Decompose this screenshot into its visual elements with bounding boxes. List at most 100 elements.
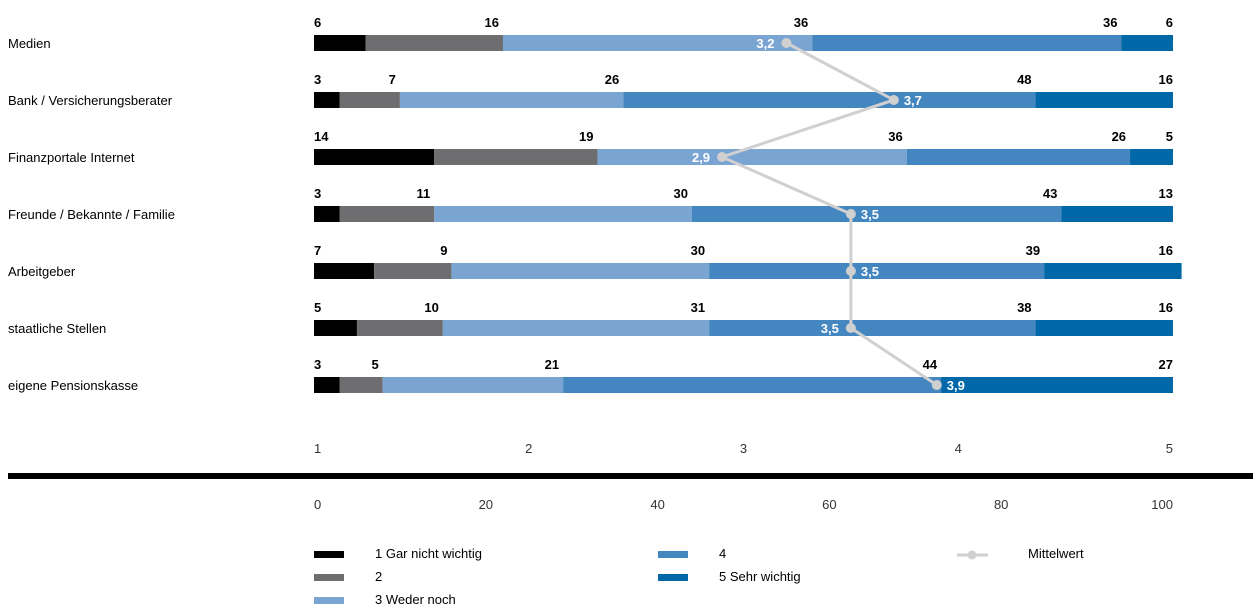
bar-segment — [451, 263, 710, 279]
bar-row-4: Freunde / Bekannte / Familie 3 11 30 43 13 — [8, 186, 1173, 222]
bar-segment — [434, 206, 692, 222]
value-label: 36 — [888, 129, 902, 144]
category-label: Freunde / Bekannte / Familie — [8, 207, 175, 222]
percent-axis-tick-label: 0 — [314, 497, 321, 512]
mean-value-label: 3,9 — [947, 378, 965, 393]
bar-segment — [339, 206, 435, 222]
value-label: 14 — [314, 129, 329, 144]
mean-axis-tick-label: 2 — [525, 441, 532, 456]
value-label: 19 — [579, 129, 593, 144]
category-label: Medien — [8, 36, 51, 51]
value-label: 11 — [417, 186, 431, 201]
bar-segment — [941, 377, 1173, 393]
category-label: Finanzportale Internet — [8, 150, 135, 165]
mean-axis: 1 2 3 4 5 — [314, 441, 1173, 456]
category-label: Bank / Versicherungsberater — [8, 93, 173, 108]
bar-segment — [709, 320, 1036, 336]
value-label: 3 — [314, 72, 321, 87]
value-label: 16 — [1159, 300, 1173, 315]
value-label: 16 — [485, 15, 499, 30]
legend-label: 2 — [375, 569, 382, 584]
bar-segment — [1061, 206, 1173, 222]
bar-row-3: Finanzportale Internet 14 19 36 26 5 — [8, 129, 1173, 165]
value-label: 13 — [1159, 186, 1173, 201]
bar-segment — [399, 92, 624, 108]
bar-segment — [314, 92, 340, 108]
mean-axis-tick-label: 5 — [1166, 441, 1173, 456]
bar-row-1: Medien 6 16 36 36 6 — [8, 15, 1173, 51]
bar-segment — [314, 320, 357, 336]
percent-axis-tick-label: 100 — [1151, 497, 1173, 512]
category-label: Arbeitgeber — [8, 264, 76, 279]
bar-segment — [1130, 149, 1173, 165]
mean-axis-tick-label: 1 — [314, 441, 321, 456]
bar-segment — [691, 206, 1062, 222]
bar-segment — [597, 149, 907, 165]
value-label: 16 — [1159, 72, 1173, 87]
bar-segment — [442, 320, 710, 336]
category-label: staatliche Stellen — [8, 321, 106, 336]
bar-segment — [339, 92, 400, 108]
value-label: 6 — [1166, 15, 1173, 30]
bar-row-7: eigene Pensionskasse 3 5 21 44 27 — [8, 357, 1173, 393]
value-label: 5 — [1166, 129, 1173, 144]
legend-label: Mittelwert — [1028, 546, 1084, 561]
mean-line-group: 3,2 3,7 2,9 3,5 3,5 3,5 3,9 — [692, 36, 965, 393]
bar-segment — [365, 35, 503, 51]
mean-value-label: 3,5 — [861, 264, 879, 279]
value-label: 30 — [691, 243, 705, 258]
value-label: 7 — [314, 243, 321, 258]
bar-segment — [374, 263, 452, 279]
percent-axis-tick-label: 80 — [994, 497, 1008, 512]
value-label: 39 — [1026, 243, 1040, 258]
bar-segment — [314, 377, 340, 393]
legend-swatch — [314, 574, 344, 581]
mean-value-label: 3,7 — [904, 93, 922, 108]
value-label: 31 — [691, 300, 705, 315]
bar-row-2: Bank / Versicherungsberater 3 7 26 48 16 — [8, 72, 1173, 108]
bar-segment — [356, 320, 443, 336]
mean-point — [931, 380, 942, 390]
mean-value-label: 3,2 — [756, 36, 774, 51]
mean-value-label: 3,5 — [861, 207, 879, 222]
value-label: 48 — [1017, 72, 1031, 87]
value-label: 30 — [673, 186, 687, 201]
legend-label: 1 Gar nicht wichtig — [375, 546, 482, 561]
value-label: 44 — [923, 357, 938, 372]
percent-axis-tick-label: 20 — [479, 497, 493, 512]
bar-segment — [623, 92, 1036, 108]
mean-point — [845, 266, 856, 276]
mean-axis-tick-label: 3 — [740, 441, 747, 456]
axis-separator — [8, 473, 1253, 479]
bar-segment — [709, 263, 1045, 279]
bar-segment — [812, 35, 1122, 51]
legend-swatch — [314, 551, 344, 558]
value-label: 26 — [1112, 129, 1126, 144]
value-label: 16 — [1159, 243, 1173, 258]
mean-point — [781, 38, 792, 48]
bar-segment — [563, 377, 942, 393]
bar-segment — [906, 149, 1131, 165]
value-label: 7 — [389, 72, 396, 87]
value-label: 10 — [424, 300, 438, 315]
mean-value-label: 2,9 — [692, 150, 710, 165]
mean-value-label: 3,5 — [821, 321, 839, 336]
legend-swatch — [658, 551, 688, 558]
value-label: 36 — [794, 15, 808, 30]
bar-segment — [314, 149, 435, 165]
value-label: 21 — [545, 357, 559, 372]
value-label: 3 — [314, 357, 321, 372]
bar-segment — [314, 206, 340, 222]
legend-label: 3 Weder noch — [375, 592, 456, 607]
mean-point — [845, 209, 856, 219]
bar-segment — [1044, 263, 1182, 279]
legend-label: 4 — [719, 546, 726, 561]
bar-segment — [314, 35, 366, 51]
value-label: 6 — [314, 15, 321, 30]
value-label: 5 — [314, 300, 321, 315]
percent-axis: 0 20 40 60 80 100 — [314, 497, 1173, 512]
category-label: eigene Pensionskasse — [8, 378, 138, 393]
bar-segment — [382, 377, 564, 393]
value-label: 5 — [371, 357, 378, 372]
